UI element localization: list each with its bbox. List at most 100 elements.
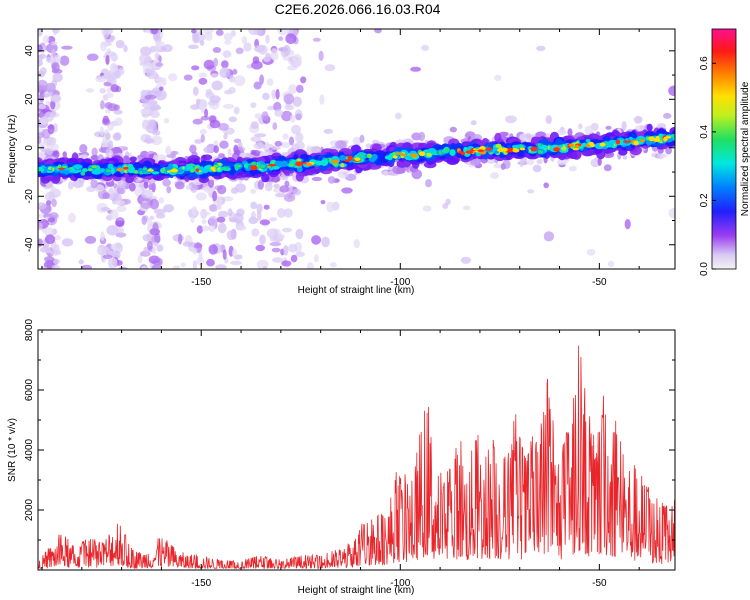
spectrogram-blob: [233, 106, 240, 115]
spectrogram-blob: [283, 208, 293, 218]
spectrogram-blob: [248, 29, 260, 36]
spectrogram-blob: [62, 165, 68, 168]
spectrogram-blob: [216, 204, 222, 210]
spectrogram-blob: [159, 86, 164, 91]
spectrogram-blob: [209, 95, 221, 104]
spectrogram-blob: [575, 144, 579, 149]
snr-ylabel: SNR (10 * v/v): [7, 418, 18, 482]
spectrogram-blob: [615, 139, 621, 145]
spectrogram-blob: [449, 149, 456, 156]
spectrogram-blob: [324, 64, 336, 72]
spectrogram-blob: [141, 265, 147, 269]
spectrogram-blob: [153, 208, 166, 215]
spectrogram-blob: [117, 180, 127, 189]
spectrogram-blob: [100, 41, 107, 52]
spectrogram-blob: [422, 205, 432, 212]
spectrogram-blob: [170, 150, 179, 155]
spectrogram-blob: [230, 260, 243, 266]
spectrogram-blob: [52, 258, 61, 265]
spectrogram-blob: [165, 145, 172, 155]
spectrogram-blob: [148, 183, 153, 191]
y-tick-label: 0: [24, 145, 35, 151]
spectrogram-blob: [115, 232, 127, 238]
spectrogram-blob: [223, 133, 228, 140]
spectrogram-blob: [201, 154, 213, 161]
spectrogram-blob: [190, 182, 198, 194]
spectrogram-blob: [359, 134, 365, 143]
spectrogram-blob: [271, 89, 277, 100]
spectrogram-blob: [235, 225, 247, 231]
spectrogram-blob: [355, 166, 363, 174]
y-tick-label: 20: [24, 93, 35, 105]
spectrogram-blob: [657, 148, 664, 154]
spectrogram-blob: [114, 132, 122, 141]
spectrogram-blob: [61, 238, 74, 247]
spectrogram-blob: [250, 121, 259, 129]
spectrogram-blob: [216, 216, 226, 223]
spectrogram-blob: [536, 45, 546, 52]
spectrogram-blob: [113, 109, 123, 115]
spectrogram-blob: [331, 159, 340, 164]
spectrogram-blob: [105, 92, 114, 98]
y-tick-label: 4000: [24, 438, 35, 461]
spectrogram-blob: [38, 79, 48, 90]
spectrogram-blob: [274, 109, 284, 117]
spectrogram-blob: [323, 128, 333, 134]
spectrogram-blob: [224, 89, 233, 95]
spectrogram-blob: [213, 57, 218, 67]
spectrogram-blob: [639, 125, 645, 132]
spectrogram-blob: [300, 76, 307, 84]
spectrogram-blob: [177, 233, 183, 245]
spectrogram-blob: [211, 80, 223, 91]
spectrogram-blob: [253, 142, 265, 150]
spectrogram-blob: [155, 213, 166, 219]
spectrogram-blob: [60, 169, 70, 174]
spectrogram-blob: [270, 51, 279, 61]
spectrogram-blob: [479, 146, 486, 151]
spectrogram-blob: [192, 118, 203, 125]
spectrogram-blob: [537, 150, 544, 154]
spectrogram-blob: [251, 228, 260, 237]
spectrogram-blob: [360, 153, 365, 158]
spectrogram-blob: [114, 117, 123, 126]
spectrogram-blob: [163, 204, 175, 213]
spectrogram-blob: [102, 115, 110, 125]
spectrogram-heatmap: [38, 29, 675, 269]
spectrogram-blob: [250, 201, 258, 210]
spectrogram-blob: [45, 56, 57, 64]
spectrogram-blob: [201, 219, 207, 225]
spectrogram-blob: [312, 37, 321, 42]
spectrogram-blob: [221, 60, 229, 69]
spectrogram-blob: [343, 159, 351, 162]
spectrogram-blob: [668, 85, 675, 97]
spectrogram-blob: [198, 72, 207, 78]
spectrogram-blob: [262, 92, 270, 100]
spectrogram-blob: [253, 81, 262, 90]
spectrogram-blob: [47, 124, 55, 135]
spectrogram-blob: [511, 144, 521, 149]
spectrogram-blob: [279, 185, 290, 193]
spectrogram-blob: [196, 257, 205, 266]
spectrogram-blob: [213, 164, 219, 168]
spectrogram-blob: [233, 75, 246, 87]
spectrogram-blob: [300, 153, 309, 160]
x-tick-label: -150: [191, 277, 211, 288]
spectrogram-blob: [621, 121, 627, 131]
spectrogram-blob: [147, 90, 158, 97]
colorbar-label: Normalized spectral amplitude: [740, 81, 750, 216]
spectrogram-blob: [226, 230, 236, 241]
spectrogram-blob: [427, 148, 436, 153]
spectrogram-blob: [200, 115, 210, 121]
spectrogram-blob: [141, 103, 153, 108]
spectrogram-blob: [113, 200, 126, 205]
spectrogram-blob: [127, 166, 135, 174]
spectrogram-blob: [561, 146, 567, 151]
spectrogram-blob: [426, 152, 432, 157]
spectrogram-blob: [477, 149, 485, 152]
spectrogram-blob: [229, 74, 235, 83]
spectrogram-blob: [599, 142, 606, 147]
spectrogram-blob: [269, 241, 282, 247]
spectrogram-blob: [283, 244, 289, 256]
spectrogram-blob: [155, 62, 164, 67]
spectrogram-blob: [602, 136, 611, 141]
